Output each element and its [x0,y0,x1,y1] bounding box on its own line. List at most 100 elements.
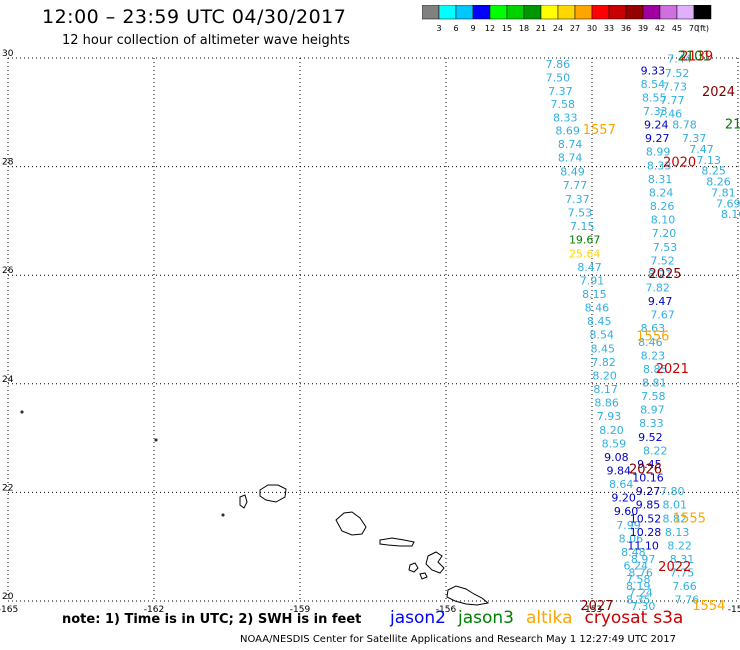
colorbar-tick: 18 [519,24,529,33]
wave-height-value: 7.13 [697,154,722,167]
wave-height-value: 8.74 [558,138,583,151]
colorbar-tick: 39 [638,24,648,33]
wave-height-value: 8.23 [641,349,666,362]
x-tick-label: -156 [436,605,457,615]
island-kahoolawe [419,572,428,580]
wave-height-value: 7.73 [662,81,687,94]
wave-height-value: 8.01 [662,499,687,512]
wave-height-value: 8.31 [648,173,673,186]
colorbar-tick: 9 [470,24,475,33]
wave-height-value: 10.16 [632,472,664,485]
wave-height-value: 6.24 [624,560,649,573]
wave-height-value: 9.08 [604,451,629,464]
pass-time-label: 2027 [580,599,613,614]
wave-height-value: 8.82 [662,512,687,525]
wave-height-value: 7.33 [643,105,668,118]
wave-height-value: 10.52 [630,512,662,525]
wave-height-value: 8.76 [628,567,653,580]
wave-height-value: 7.66 [672,580,697,593]
wave-height-value: 7.75 [670,567,695,580]
legend-s3a: s3a [653,608,684,628]
wave-height-value: 7.53 [653,241,678,254]
y-tick-label: 24 [2,375,14,385]
wave-height-value: 9.47 [648,295,673,308]
islet [221,513,225,517]
wave-height-value: 7.44 [667,52,692,65]
wave-height-value: 9.52 [638,431,663,444]
wave-height-value: 8.59 [602,437,627,450]
wave-height-value: 8.55 [642,91,667,104]
wave-height-value: 8.81 [642,377,667,390]
island-niihau [239,494,248,509]
wave-height-value: 7.82 [591,356,616,369]
pass-time-label: 2026 [629,462,662,477]
wave-height-value: 7.67 [650,309,675,322]
colorbar-unit: (ft) [697,24,709,33]
wave-height-value: 8.99 [646,146,671,159]
wave-height-value: 8.74 [558,152,583,165]
wave-height-value: 8.86 [594,397,619,410]
wave-height-value: 7.52 [665,67,690,80]
grid-lines [7,57,739,602]
chart-title: 12:00 – 23:59 UTC 04/30/2017 [42,6,347,28]
colorbar-tick: 30 [587,24,597,33]
wave-height-value: 8.33 [553,112,578,125]
wave-height-labels: 7.867.507.377.588.338.698.748.748.497.77… [546,52,740,613]
y-tick-label: 22 [2,483,13,493]
islet [20,410,24,414]
pass-time-label: 1556 [636,329,669,344]
wave-height-value: 8.48 [621,546,646,559]
colorbar-tick: 27 [570,24,580,33]
wave-height-value: 8.78 [672,119,697,132]
wave-height-value: 8.97 [631,553,656,566]
island-oahu [335,511,367,536]
wave-height-value: 9.85 [636,499,661,512]
x-tick-label: -159 [290,605,311,615]
colorbar-tick: 45 [672,24,682,33]
wave-height-value: 8.69 [555,125,580,138]
wave-height-value: 8.64 [609,478,634,491]
wave-height-value: 7.46 [658,108,683,121]
hawaii-islands [20,410,490,606]
pass-time-label: 2101 [678,50,711,65]
wave-height-value: 8.45 [590,342,615,355]
wave-height-value: 8.54 [641,78,666,91]
wave-height-value: 8.46 [638,336,663,349]
wave-height-value: 8.25 [701,165,726,178]
islet [154,438,158,442]
colorbar-legend: 3 6 9 12 15 18 21 24 27 30 33 36 39 42 45 70(ft) [422,5,712,33]
wave-height-value: 8.21 [648,268,673,281]
wave-height-value: 7.80 [660,485,685,498]
wave-height-value: 9.20 [611,492,636,505]
legend-altika: altika [526,608,573,628]
y-tick-label: 20 [2,592,14,602]
wave-height-value: 7.58 [626,573,651,586]
wave-height-value: 8.47 [577,261,602,274]
pass-time-label: 2024 [702,85,735,100]
x-tick-label: -162 [144,605,164,615]
wave-height-value: 7.37 [565,193,590,206]
wave-height-value: 25.64 [569,247,601,260]
wave-height-value: 8.17 [593,383,618,396]
colorbar-swatch [693,5,712,20]
wave-height-value: 9.84 [607,464,632,477]
chart-subtitle: 12 hour collection of altimeter wave hei… [62,33,350,48]
colorbar-tick: 6 [453,24,458,33]
wave-height-value: 8.20 [592,369,617,382]
x-tick-label: -165 [0,605,18,615]
wave-height-value: 8.33 [647,159,672,172]
wave-height-value: 8.15 [582,288,607,301]
colorbar-tick: 42 [655,24,665,33]
colorbar-tick: 33 [604,24,614,33]
pass-time-label: 1557 [583,123,616,138]
wave-height-value: 7.82 [645,281,670,294]
wave-height-value: 8.06 [619,532,644,545]
pass-time-label: 21 [725,118,740,133]
wave-height-value: 8.33 [639,417,664,430]
wave-height-value: 7.47 [689,143,714,156]
wave-height-value: 7.77 [660,94,685,107]
colorbar-tick: 21 [536,24,546,33]
wave-height-value: 8.20 [599,424,624,437]
island-hawaii [446,585,490,606]
